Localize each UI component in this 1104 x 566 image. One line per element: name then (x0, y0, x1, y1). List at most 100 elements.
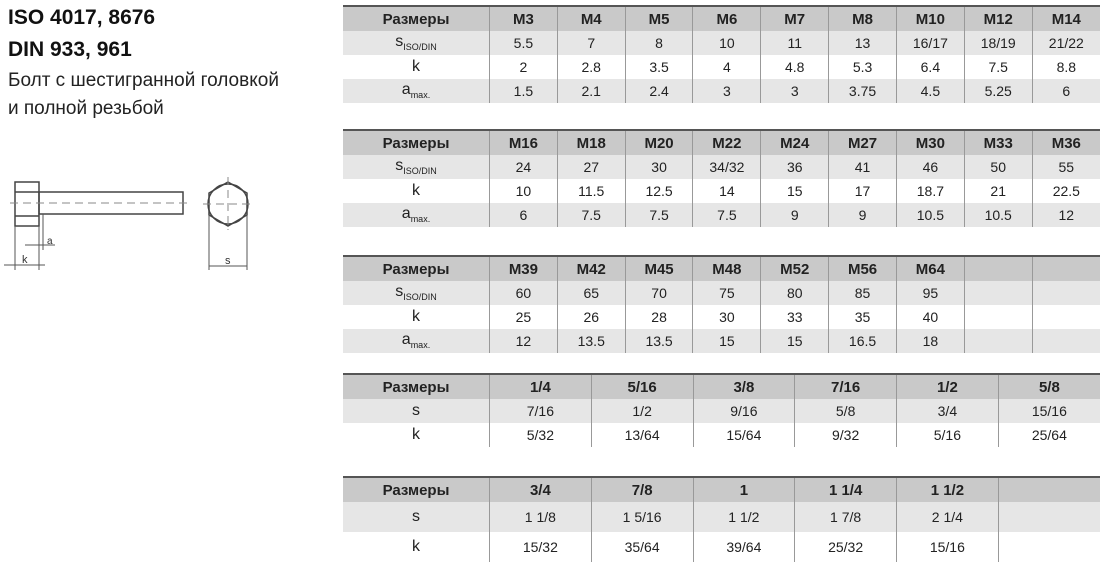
header-cell: M20 (624, 129, 693, 155)
value-cell: 8 (624, 31, 693, 55)
param-symbol: s (412, 508, 420, 525)
value-cell: 7 (556, 31, 626, 55)
value-cell: 75 (692, 281, 761, 305)
param-subscript: max. (410, 340, 431, 351)
value-cell (1031, 329, 1100, 353)
header-row: Размеры M39 M42 M45 M48 M52 M56 M64 (343, 255, 1100, 281)
value-cell (997, 502, 1100, 532)
value-cell: 7.5 (624, 203, 693, 227)
value-cell: 11 (760, 31, 829, 55)
row-label: k (343, 55, 490, 79)
value-cell: 6 (1031, 79, 1100, 103)
value-cell: 36 (760, 155, 829, 179)
header-cell: M33 (963, 129, 1033, 155)
header-cell: M7 (760, 5, 829, 31)
header-cell: 5/8 (997, 373, 1100, 399)
param-symbol: s (412, 402, 420, 419)
value-cell: 11.5 (556, 179, 626, 203)
param-symbol: k (412, 426, 420, 443)
value-cell: 25 (489, 305, 558, 329)
header-cell: 7/16 (794, 373, 897, 399)
value-cell: 80 (760, 281, 829, 305)
header-cell: 3/8 (692, 373, 795, 399)
header-cell: M18 (556, 129, 626, 155)
value-cell: 13.5 (624, 329, 693, 353)
param-symbol: s (395, 157, 404, 175)
value-cell: 3 (692, 79, 761, 103)
header-cell: M3 (489, 5, 558, 31)
param-symbol: s (395, 33, 404, 51)
header-cell (997, 476, 1100, 502)
value-cell: 13.5 (556, 329, 626, 353)
dimensions-table-metric-2: Размеры M16 M18 M20 M22 M24 M27 M30 M33 M36 sISO/D… (343, 129, 1100, 227)
value-cell: 3.75 (828, 79, 897, 103)
value-cell: 50 (963, 155, 1033, 179)
header-cell: 1 1/2 (896, 476, 999, 502)
header-row: Размеры 1/4 5/16 3/8 7/16 1/2 5/8 (343, 373, 1100, 399)
param-symbol: a (401, 205, 411, 223)
value-cell: 65 (556, 281, 626, 305)
value-cell: 9 (760, 203, 829, 227)
value-cell: 18.7 (895, 179, 965, 203)
value-cell: 41 (828, 155, 897, 179)
value-cell: 1 1/8 (489, 502, 592, 532)
value-cell: 21/22 (1031, 31, 1100, 55)
value-cell: 4 (692, 55, 761, 79)
header-cell: M6 (692, 5, 761, 31)
header-cell: M30 (895, 129, 965, 155)
header-cell: Размеры (343, 476, 490, 502)
value-cell: 8.8 (1031, 55, 1100, 79)
header-row: Размеры 3/4 7/8 1 1 1/4 1 1/2 (343, 476, 1100, 502)
param-symbol: k (412, 182, 420, 199)
param-symbol: a (401, 331, 411, 349)
value-cell: 14 (692, 179, 761, 203)
value-cell: 5/8 (794, 399, 897, 423)
header-cell: 3/4 (489, 476, 592, 502)
value-cell: 15 (760, 329, 829, 353)
value-cell: 15/64 (692, 423, 795, 447)
header-cell: M5 (624, 5, 693, 31)
table-row: s 7/16 1/2 9/16 5/8 3/4 15/16 (343, 399, 1100, 423)
label-a: a (47, 236, 53, 247)
header-row: Размеры M16 M18 M20 M22 M24 M27 M30 M33 M36 (343, 129, 1100, 155)
value-cell (997, 532, 1100, 562)
value-cell: 15/16 (997, 399, 1100, 423)
value-cell: 28 (624, 305, 693, 329)
label-s: s (225, 255, 231, 267)
row-label: amax. (343, 79, 490, 103)
header-cell: M39 (489, 255, 558, 281)
value-cell: 24 (489, 155, 558, 179)
table-row: k 25 26 28 30 33 35 40 (343, 305, 1100, 329)
value-cell: 5.5 (489, 31, 558, 55)
value-cell: 1.5 (489, 79, 558, 103)
value-cell: 9/32 (794, 423, 897, 447)
param-symbol: a (401, 81, 411, 99)
row-label: sISO/DIN (343, 281, 490, 305)
value-cell: 12 (489, 329, 558, 353)
header-cell: M10 (895, 5, 965, 31)
value-cell: 12.5 (624, 179, 693, 203)
value-cell: 10.5 (895, 203, 965, 227)
header-cell: M24 (760, 129, 829, 155)
dimensions-table-metric-1: Размеры M3 M4 M5 M6 M7 M8 M10 M12 M14 sISO/DIN 5.5 7… (343, 5, 1100, 103)
header-cell: M64 (895, 255, 965, 281)
header-cell: 1 (692, 476, 795, 502)
param-symbol: s (395, 283, 404, 301)
header-cell (1031, 255, 1100, 281)
table-row: k 10 11.5 12.5 14 15 17 18.7 21 22.5 (343, 179, 1100, 203)
value-cell: 7.5 (556, 203, 626, 227)
row-label: amax. (343, 329, 490, 353)
value-cell: 25/32 (794, 532, 897, 562)
table-row: s 1 1/8 1 5/16 1 1/2 1 7/8 2 1/4 (343, 502, 1100, 532)
value-cell: 15/16 (896, 532, 999, 562)
header-cell: Размеры (343, 373, 490, 399)
bolt-drawing: a k s (4, 177, 253, 270)
value-cell: 9 (828, 203, 897, 227)
header-cell: M56 (828, 255, 897, 281)
value-cell: 85 (828, 281, 897, 305)
value-cell: 18 (895, 329, 965, 353)
value-cell: 1 1/2 (692, 502, 795, 532)
value-cell: 26 (556, 305, 626, 329)
value-cell: 12 (1031, 203, 1100, 227)
value-cell: 70 (624, 281, 693, 305)
